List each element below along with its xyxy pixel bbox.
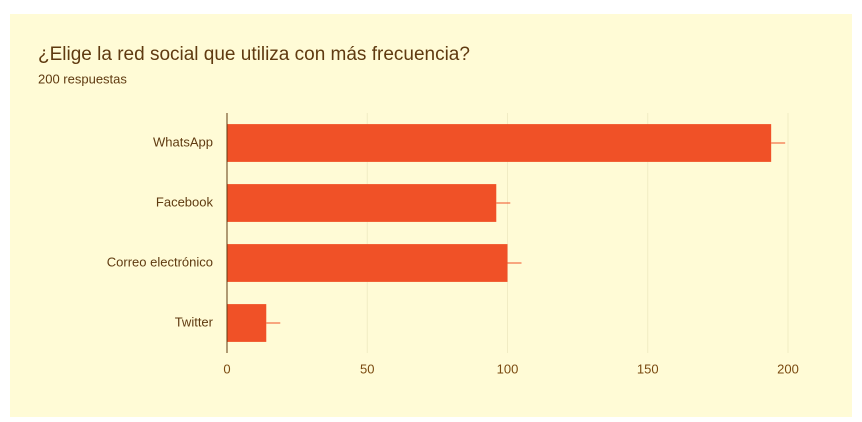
y-tick-label: Correo electrónico [107,254,213,269]
bar [227,184,497,222]
bar [227,124,772,162]
chart-title: ¿Elige la red social que utiliza con más… [38,44,470,65]
y-tick-label: Facebook [156,194,214,209]
y-tick-label: Twitter [175,314,214,329]
bar [227,304,267,342]
x-tick-label: 150 [637,361,659,376]
chart-subtitle: 200 respuestas [38,71,127,86]
y-tick-label: WhatsApp [153,134,213,149]
bar [227,244,508,282]
x-tick-label: 0 [223,361,230,376]
x-tick-label: 50 [360,361,374,376]
x-tick-label: 100 [497,361,519,376]
x-tick-label: 200 [777,361,799,376]
